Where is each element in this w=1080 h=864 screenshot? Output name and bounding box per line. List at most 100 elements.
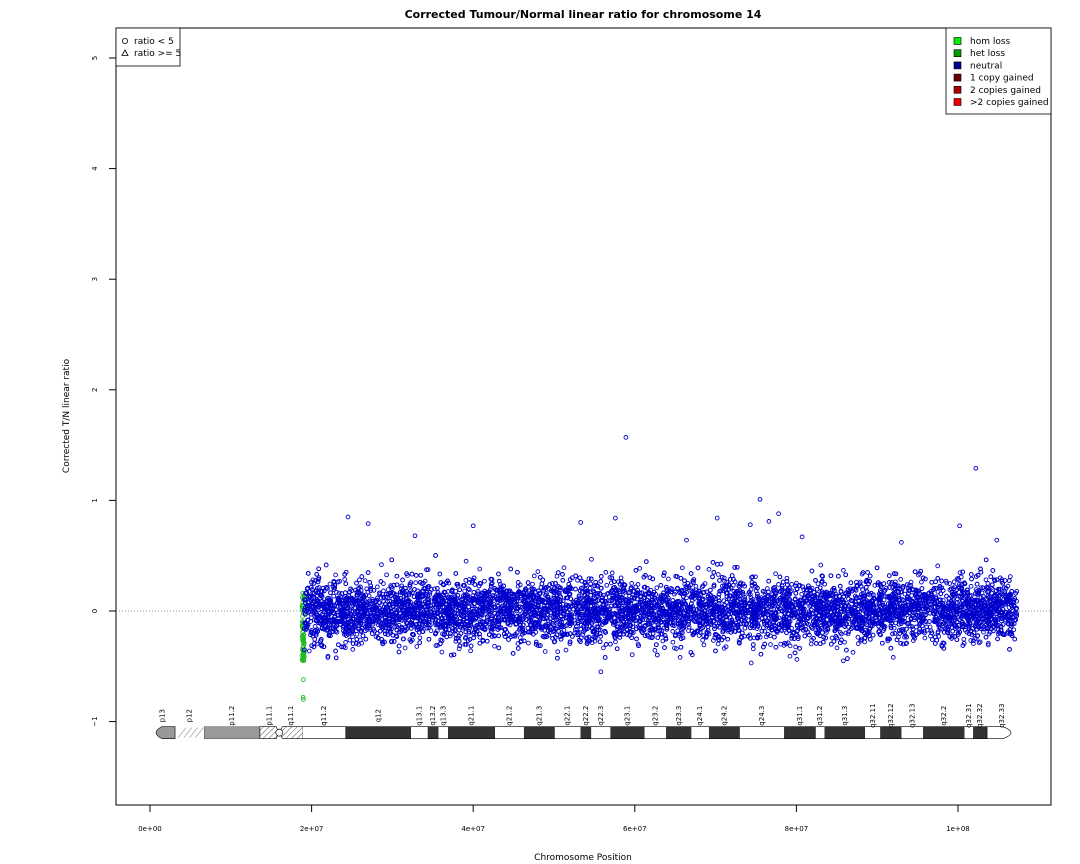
data-point xyxy=(885,638,891,644)
data-point xyxy=(971,641,976,646)
data-point xyxy=(561,565,567,571)
data-point xyxy=(799,591,805,597)
data-point xyxy=(342,577,348,582)
y-tick-label: 2 xyxy=(91,388,99,392)
data-point xyxy=(922,635,928,641)
data-point xyxy=(530,581,535,587)
data-point xyxy=(850,650,856,655)
data-point xyxy=(935,563,941,569)
plot-frame xyxy=(115,27,1052,806)
data-point xyxy=(301,677,306,682)
data-point xyxy=(433,643,439,648)
data-point xyxy=(300,639,306,644)
data-point xyxy=(898,577,904,582)
data-point xyxy=(652,648,658,653)
data-point xyxy=(919,579,924,585)
data-point xyxy=(301,697,306,702)
data-point xyxy=(677,655,683,660)
data-point xyxy=(886,580,892,585)
data-point xyxy=(343,640,348,645)
x-tick-label: 1e+08 xyxy=(946,825,970,833)
data-point xyxy=(947,581,953,586)
data-point xyxy=(555,649,561,655)
data-point xyxy=(843,630,849,636)
x-tick-label: 2e+07 xyxy=(300,825,324,833)
data-point xyxy=(356,642,362,647)
data-point xyxy=(333,572,338,578)
data-point xyxy=(747,592,753,597)
data-point xyxy=(818,562,824,568)
data-point xyxy=(929,637,935,642)
data-point xyxy=(674,646,679,651)
data-point xyxy=(917,629,923,635)
data-point xyxy=(968,583,974,589)
data-point xyxy=(542,649,548,654)
data-point xyxy=(637,566,643,571)
data-point xyxy=(679,565,685,571)
data-point xyxy=(951,579,957,585)
y-tick-label: 1 xyxy=(91,498,99,502)
data-point xyxy=(603,569,609,575)
data-point xyxy=(715,572,721,577)
series-neutral xyxy=(301,435,1020,675)
data-point xyxy=(881,597,887,603)
data-point xyxy=(492,643,497,649)
y-tick-label: 4 xyxy=(91,166,99,171)
data-point xyxy=(413,580,419,586)
data-points xyxy=(299,435,1020,702)
y-tick-label: 3 xyxy=(91,277,99,281)
data-point xyxy=(673,589,678,595)
data-point xyxy=(379,562,384,568)
data-point xyxy=(700,583,706,588)
data-point xyxy=(922,630,927,636)
data-point xyxy=(689,588,695,594)
data-point xyxy=(314,641,320,647)
data-point xyxy=(767,633,773,639)
data-point xyxy=(714,623,720,629)
data-point xyxy=(535,569,541,574)
data-point xyxy=(957,570,963,575)
data-point xyxy=(977,639,983,645)
data-point xyxy=(414,644,420,649)
data-point xyxy=(943,578,949,584)
data-point xyxy=(654,585,660,591)
data-point xyxy=(908,579,914,585)
data-point xyxy=(927,624,933,630)
data-point xyxy=(970,638,976,644)
data-point xyxy=(957,581,962,587)
data-point xyxy=(890,655,896,660)
data-point xyxy=(301,654,307,659)
data-point xyxy=(526,640,531,646)
data-point xyxy=(841,568,846,573)
data-point xyxy=(891,625,897,631)
data-point xyxy=(586,576,592,582)
data-point xyxy=(968,638,974,643)
data-point xyxy=(957,599,962,604)
data-point xyxy=(601,645,606,651)
data-point xyxy=(609,570,615,576)
data-point xyxy=(463,558,469,564)
data-point xyxy=(837,614,842,620)
data-point xyxy=(787,653,793,659)
data-point xyxy=(331,593,336,599)
data-point xyxy=(381,588,386,594)
data-point xyxy=(623,593,629,599)
data-point xyxy=(456,646,462,652)
data-point xyxy=(327,581,333,587)
data-point xyxy=(531,573,537,579)
chart-title: Corrected Tumour/Normal linear ratio for… xyxy=(405,8,762,21)
data-point xyxy=(468,648,473,654)
data-point xyxy=(506,588,512,594)
data-point xyxy=(768,642,773,647)
data-point xyxy=(462,588,467,594)
data-point xyxy=(685,581,691,586)
data-point xyxy=(793,644,798,650)
data-point xyxy=(981,629,986,635)
data-point xyxy=(604,582,610,588)
data-point xyxy=(941,598,946,603)
x-tick-label: 4e+07 xyxy=(461,825,485,833)
data-point xyxy=(670,639,676,645)
data-point xyxy=(607,575,613,580)
data-point xyxy=(613,639,618,645)
